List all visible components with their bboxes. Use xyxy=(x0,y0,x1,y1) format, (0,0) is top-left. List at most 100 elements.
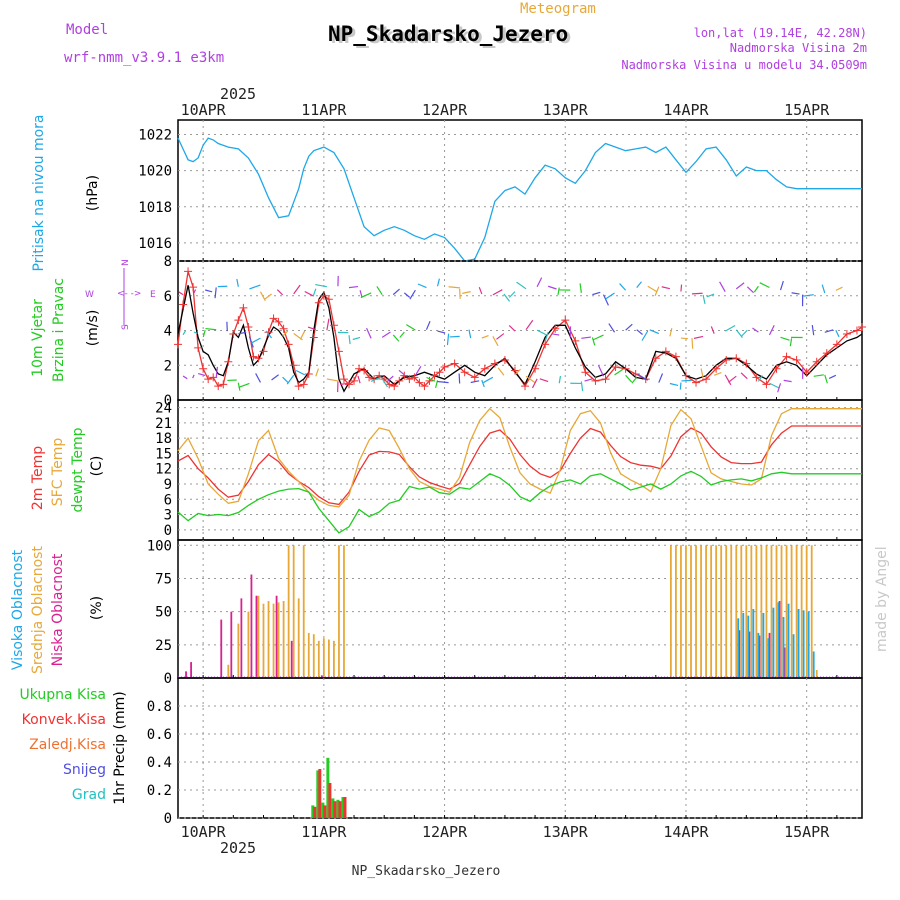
cloud-bar-0 xyxy=(758,635,761,678)
wind-speed-point xyxy=(490,359,499,368)
svg-text:W: W xyxy=(85,290,94,300)
precip-legend-frz: Zaledj.Kisa xyxy=(29,737,106,753)
pressure-tick-label: 1022 xyxy=(138,127,172,143)
wind-direction-arrow xyxy=(448,286,460,289)
wind-speed-point xyxy=(259,347,268,356)
wind-direction-arrow xyxy=(193,289,197,294)
wind-speed-point xyxy=(179,300,188,309)
wind-direction-arrow xyxy=(636,329,643,335)
wind-direction-arrow xyxy=(425,320,431,330)
svg-text:<- ->: <- -> xyxy=(117,289,141,299)
temp-ylabel-2m: 2m Temp xyxy=(30,446,46,510)
top-day-labels: 10APR 11APR 12APR 13APR 14APR 15APR xyxy=(181,101,831,119)
wind-direction-arrow xyxy=(637,373,649,381)
wind-direction-arrow xyxy=(357,375,361,384)
precip-bar-1 xyxy=(343,797,347,818)
wind-direction-arrow xyxy=(370,376,382,382)
wind-direction-arrow xyxy=(536,277,543,287)
wind-direction-arrow xyxy=(192,374,195,379)
cloud-panel: 0 25 50 75 100 xyxy=(147,538,863,687)
wind-direction-arrow xyxy=(724,374,732,386)
wind-speed-point xyxy=(480,364,489,373)
wind-direction-arrow xyxy=(803,294,814,297)
precip-bar-1 xyxy=(333,801,337,818)
pressure-ylabel: Pritisak na nivou mora xyxy=(31,114,47,271)
wind-speed-point xyxy=(345,380,353,389)
wind-direction-arrow xyxy=(251,337,261,344)
wind-speed-point xyxy=(681,371,690,380)
made-by-watermark: made by Angel xyxy=(874,546,890,652)
wind-direction-arrow xyxy=(525,319,534,331)
top-day-label: 13APR xyxy=(543,101,589,119)
wind-direction-arrow xyxy=(514,368,521,376)
wind-speed-point xyxy=(304,369,313,378)
wind-speed-point xyxy=(334,347,343,356)
cloud-bar-2 xyxy=(762,612,765,678)
wind-speed-point xyxy=(249,352,258,361)
wind-speed-point xyxy=(802,368,811,377)
wind-speed-point xyxy=(742,359,751,368)
wind-speed-point xyxy=(189,283,198,292)
precip-tick-label: 0.4 xyxy=(147,755,172,771)
temperature-line-sfc-temp xyxy=(177,407,862,508)
temp-ylabel-dew: dewpt Temp xyxy=(70,427,86,512)
wind-speed-point xyxy=(319,291,328,300)
wind-direction-arrow xyxy=(779,280,784,291)
wind-direction-arrow xyxy=(769,382,780,389)
wind-direction-arrow xyxy=(680,284,683,292)
precip-legend-snow: Snijeg xyxy=(63,762,106,778)
precip-frame xyxy=(177,677,863,819)
wind-tick-label: 0 xyxy=(164,393,172,409)
temperature-line-2m-temp xyxy=(177,425,862,506)
wind-direction-arrow xyxy=(811,324,815,336)
wind-speed-point xyxy=(244,323,253,332)
wind-speed-point xyxy=(702,375,711,384)
wind-direction-arrow xyxy=(780,336,790,341)
wind-direction-arrow xyxy=(205,327,217,331)
cloud-bar-0 xyxy=(220,619,223,678)
top-day-label: 15APR xyxy=(784,101,830,119)
wind-direction-arrow xyxy=(649,329,660,335)
temperature-tick-label: 0 xyxy=(164,523,172,539)
wind-speed-point xyxy=(324,295,333,304)
wind-direction-arrow xyxy=(752,327,759,333)
wind-speed-point xyxy=(752,373,761,382)
wind-speed-point xyxy=(440,362,449,371)
wind-tick-label: 8 xyxy=(164,254,172,270)
wind-ylabel-1: 10m Vjetar xyxy=(30,299,46,377)
wind-direction-arrow xyxy=(591,337,596,346)
wind-speed-point xyxy=(355,364,364,373)
svg-text:E: E xyxy=(150,290,156,300)
wind-speed-point xyxy=(299,380,308,389)
cloud-unit: (%) xyxy=(89,596,105,620)
cloud-bar-2 xyxy=(787,603,790,678)
pressure-tick-label: 1020 xyxy=(138,164,172,180)
cloud-bar-2 xyxy=(747,615,750,678)
wind-direction-arrow xyxy=(719,281,726,293)
wind-direction-arrow xyxy=(299,330,306,340)
wind-direction-arrow xyxy=(271,374,279,381)
wind-direction-arrow xyxy=(348,335,351,345)
wind-speed-point xyxy=(521,382,530,391)
precip-bar-1 xyxy=(313,806,317,818)
top-day-label: 11APR xyxy=(301,101,347,119)
wind-direction-arrow xyxy=(728,375,737,383)
temperature-frame xyxy=(177,399,863,541)
wind-direction-arrow xyxy=(458,373,461,384)
svg-text:S: S xyxy=(121,324,131,330)
wind-direction-arrow xyxy=(706,293,715,298)
temperature-tick-label: 24 xyxy=(155,401,172,417)
wind-speed-point xyxy=(405,375,414,384)
wind-speed-point xyxy=(400,371,409,380)
cloud-bar-0 xyxy=(748,631,751,678)
wind-direction-arrow xyxy=(580,381,584,392)
wind-direction-arrow xyxy=(821,284,826,294)
cloud-bar-2 xyxy=(807,611,810,678)
wind-speed-point xyxy=(229,329,238,338)
wind-tick-label: 4 xyxy=(164,324,172,340)
wind-direction-arrow xyxy=(326,378,339,382)
temperature-tick-label: 18 xyxy=(155,431,172,447)
wind-direction-arrow xyxy=(753,285,759,293)
wind-direction-arrow xyxy=(547,285,557,290)
wind-direction-arrow xyxy=(417,283,427,289)
